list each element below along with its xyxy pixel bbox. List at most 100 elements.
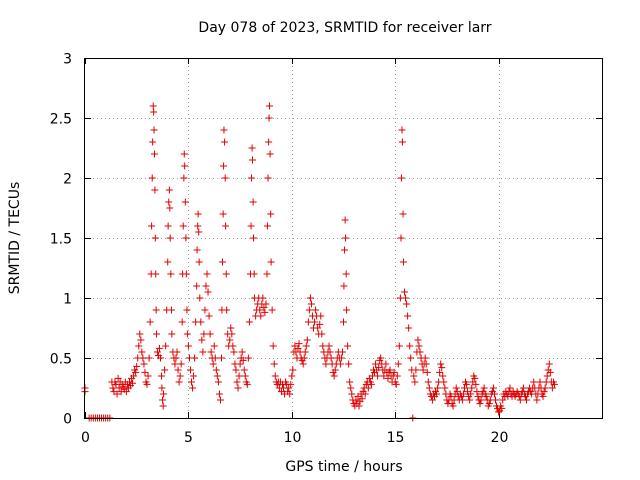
data-point: [516, 396, 524, 404]
data-point: [260, 304, 268, 312]
data-point: [115, 384, 123, 392]
data-point: [236, 360, 244, 368]
data-point: [434, 384, 442, 392]
data-point: [428, 396, 436, 404]
data-point: [402, 294, 410, 302]
data-point: [471, 374, 479, 382]
data-point: [174, 366, 182, 374]
data-point: [346, 378, 354, 386]
data-point: [113, 390, 121, 398]
data-point: [182, 234, 190, 242]
data-point: [438, 364, 446, 372]
data-point: [358, 395, 366, 403]
data-point: [183, 306, 191, 314]
data-point: [191, 354, 199, 362]
data-point: [463, 380, 471, 388]
data-point: [193, 246, 201, 254]
data-point: [221, 174, 229, 182]
data-point: [195, 258, 203, 266]
data-point: [397, 174, 405, 182]
data-point: [238, 348, 246, 356]
data-point: [406, 342, 414, 350]
data-point: [467, 390, 475, 398]
data-point: [539, 392, 547, 400]
data-point: [262, 300, 270, 308]
data-point: [183, 330, 191, 338]
data-point: [245, 318, 253, 326]
data-point: [173, 348, 181, 356]
data-point: [172, 354, 180, 362]
data-point: [228, 330, 236, 338]
data-point: [506, 384, 514, 392]
y-tick-label: 0.5: [50, 352, 72, 368]
data-point: [250, 270, 258, 278]
data-point: [271, 372, 279, 380]
data-point: [403, 300, 411, 308]
x-tick-label: 0: [81, 430, 90, 446]
data-point: [146, 318, 154, 326]
data-point: [424, 378, 432, 386]
data-point: [141, 368, 149, 376]
data-point: [523, 396, 531, 404]
data-point: [133, 362, 141, 370]
data-point: [344, 342, 352, 350]
data-point: [259, 294, 267, 302]
data-point: [374, 372, 382, 380]
data-point: [341, 246, 349, 254]
data-point: [151, 186, 159, 194]
data-point: [386, 366, 394, 374]
data-point: [216, 396, 224, 404]
data-point: [227, 324, 235, 332]
data-point: [345, 360, 353, 368]
data-point: [209, 360, 217, 368]
data-point: [303, 336, 311, 344]
data-point: [433, 390, 441, 398]
data-point: [195, 228, 203, 236]
x-tick-label: 20: [491, 430, 509, 446]
data-point: [202, 282, 210, 290]
data-point: [182, 270, 190, 278]
data-point: [422, 360, 430, 368]
data-point: [340, 282, 348, 290]
data-point: [355, 402, 363, 410]
data-point: [421, 354, 429, 362]
data-point: [490, 390, 498, 398]
data-point: [160, 390, 168, 398]
data-point: [325, 342, 333, 350]
plot-frame: [84, 58, 603, 419]
data-point: [399, 258, 407, 266]
data-point: [546, 368, 554, 376]
data-point: [398, 138, 406, 146]
data-point: [212, 366, 220, 374]
x-tick-label: 15: [387, 430, 405, 446]
data-point: [267, 210, 275, 218]
data-point: [458, 396, 466, 404]
data-point: [269, 342, 277, 350]
data-point: [188, 378, 196, 386]
data-point: [473, 388, 481, 396]
data-point: [267, 258, 275, 266]
data-point: [199, 348, 207, 356]
data-point: [148, 174, 156, 182]
y-axis-label: SRMTID / TECUs: [7, 182, 23, 295]
data-point: [176, 372, 184, 380]
data-point: [144, 372, 152, 380]
data-point: [327, 354, 335, 362]
data-point: [150, 126, 158, 134]
data-point: [439, 372, 447, 380]
data-point: [294, 344, 302, 352]
data-point: [423, 368, 431, 376]
data-point: [419, 366, 427, 374]
data-point: [472, 380, 480, 388]
y-tick-label: 2.5: [50, 112, 72, 128]
data-point: [196, 294, 204, 302]
data-point: [536, 378, 544, 386]
y-tick-label: 0: [63, 412, 72, 428]
data-point: [166, 204, 174, 212]
data-point: [459, 390, 467, 398]
data-point: [184, 342, 192, 350]
data-point: [287, 380, 295, 388]
data-point: [175, 378, 183, 386]
data-point: [372, 360, 380, 368]
data-point: [149, 138, 157, 146]
